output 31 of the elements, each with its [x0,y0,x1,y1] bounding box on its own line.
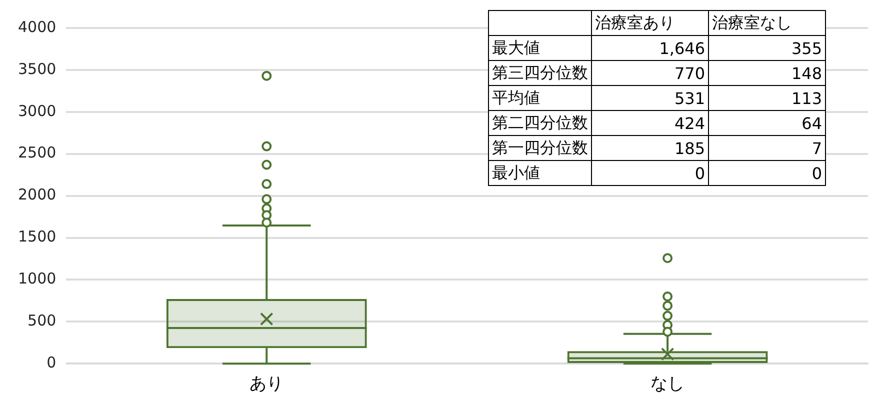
annotation: 7 [708,136,826,160]
x-tick-label: あり [250,374,284,394]
annotation: 治療室なし [708,10,826,36]
annotation: 第一四分位数 [488,136,592,160]
annotation: 0 [592,160,708,186]
annotation: 185 [592,136,708,160]
annotation: 第三四分位数 [488,60,592,86]
y-tick-label: 2500 [18,144,56,162]
y-tick-label: 2000 [18,186,56,204]
y-tick-label: 1500 [18,228,56,246]
y-tick-label: 4000 [18,18,56,36]
y-tick-label: 3500 [18,60,56,78]
annotation: 治療室あり [592,10,708,36]
y-tick-label: 500 [28,312,56,330]
annotation: 1,646 [592,36,708,60]
annotation: 424 [592,110,708,136]
annotation: 第二四分位数 [488,110,592,136]
y-tick-label: 0 [46,353,56,372]
x-tick-label: なし [650,374,685,394]
annotation: 最大値 [488,36,592,60]
annotation: 0 [708,160,826,186]
annotation: 113 [708,86,826,110]
annotation: 531 [592,86,708,110]
annotation: 355 [708,36,826,60]
annotation: 最小値 [488,160,592,186]
y-tick-label: 3000 [18,102,56,120]
annotation: 148 [708,60,826,86]
y-tick-label: 1000 [18,270,56,288]
annotation: 64 [708,110,826,136]
annotation: 770 [592,60,708,86]
annotation: 平均値 [488,86,592,110]
